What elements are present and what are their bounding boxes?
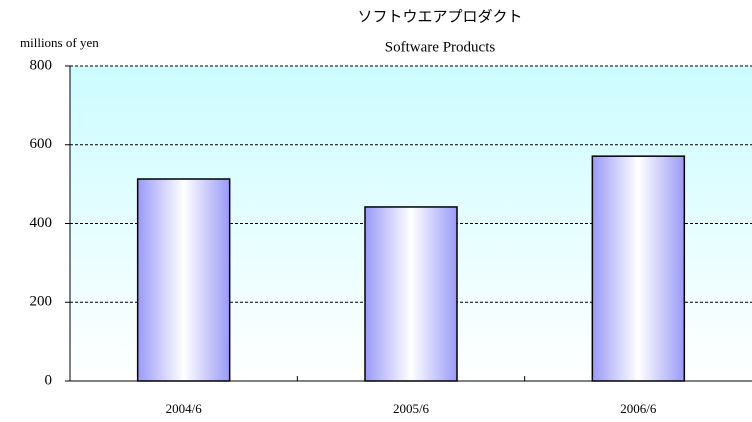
x-tick-label: 2005/6 (393, 401, 430, 416)
y-tick-label: 400 (30, 215, 53, 231)
x-tick-label: 2004/6 (166, 401, 203, 416)
chart-subtitle: Software Products (385, 39, 496, 55)
y-axis-label: millions of yen (20, 35, 99, 50)
y-tick-label: 600 (30, 136, 53, 152)
chart-title: ソフトウエアプロダクト (357, 8, 522, 25)
x-tick-label: 2006/6 (620, 401, 657, 416)
bar (591, 155, 686, 382)
bar (136, 178, 231, 382)
y-tick-label: 800 (30, 57, 53, 73)
y-tick-label: 200 (30, 294, 53, 310)
bar (364, 206, 458, 382)
y-tick-label: 0 (45, 372, 53, 388)
